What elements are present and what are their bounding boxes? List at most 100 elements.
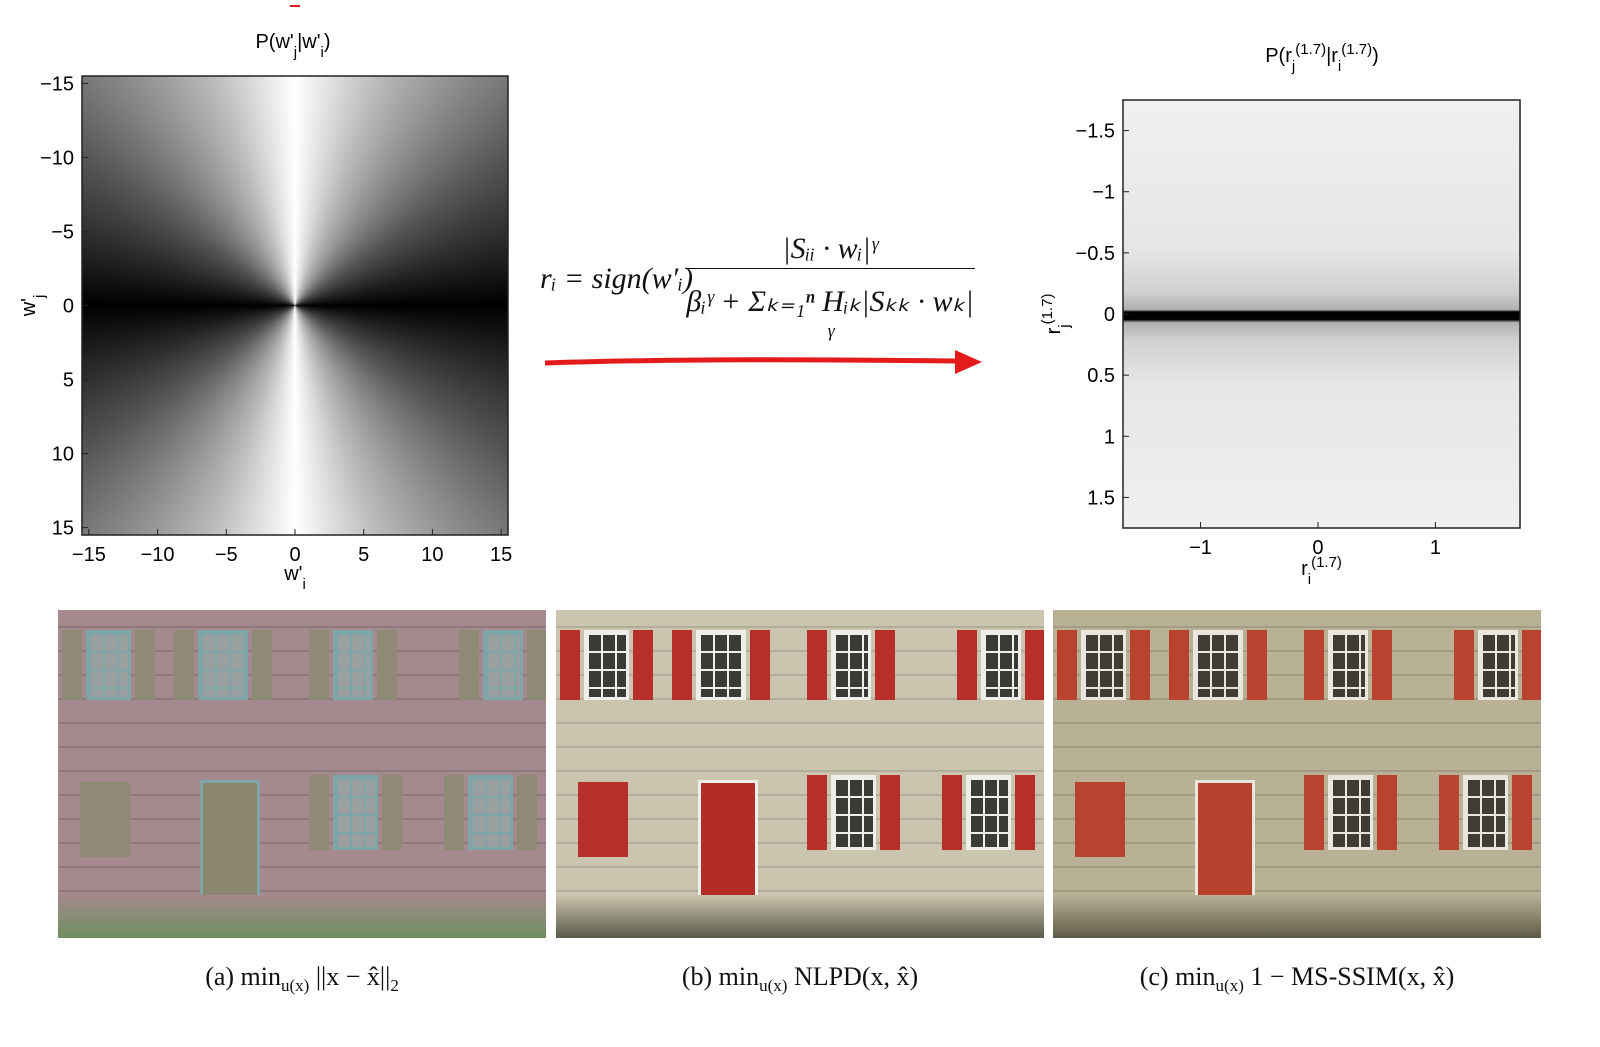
text-part: |w' [297, 31, 320, 53]
shutter [1247, 630, 1267, 700]
window [1081, 630, 1126, 700]
window [483, 630, 523, 700]
text-part: w' [283, 563, 302, 585]
caption-part: (a) min [205, 962, 281, 991]
ground [58, 895, 546, 938]
heatmap [82, 76, 508, 535]
text-part: (1.7) [1295, 41, 1326, 58]
shutter [807, 775, 827, 850]
x-axis-label: ri(1.7) [1301, 554, 1342, 588]
y-tick-label: 15 [52, 518, 74, 540]
y-tick-label: −5 [51, 221, 74, 243]
x-tick-label: 0 [1312, 537, 1323, 559]
x-tick-label: 10 [421, 544, 443, 566]
image [556, 610, 1044, 938]
shutter [880, 775, 900, 850]
image [1053, 610, 1541, 938]
x-tick-label: −15 [72, 544, 106, 566]
shutter [444, 775, 464, 850]
text-part: j [31, 295, 48, 299]
window [333, 630, 373, 700]
shutter [62, 630, 82, 700]
window [1463, 775, 1508, 850]
equation-numerator: |Sᵢᵢ · wᵢ|ᵞ [685, 232, 975, 269]
shutter [1454, 630, 1474, 700]
shutter [309, 775, 329, 850]
text-part: j [293, 44, 297, 61]
text-part: j [1056, 324, 1073, 328]
y-tick-label: −15 [40, 73, 74, 95]
window [966, 775, 1011, 850]
window [198, 630, 248, 700]
text-part: j [1291, 58, 1295, 75]
text-part: i [321, 44, 324, 61]
caption-part: 2 [390, 976, 399, 996]
arrow-head [955, 350, 982, 374]
x-tick-label: 0 [289, 544, 300, 566]
x-tick-label: 5 [358, 544, 369, 566]
shutter [1130, 630, 1150, 700]
shutter [382, 775, 402, 850]
y-axis-label: w'j [18, 295, 48, 318]
shutter [1372, 630, 1392, 700]
text-part: i [1308, 571, 1311, 588]
y-tick-label: −1 [1092, 182, 1115, 204]
window [831, 630, 871, 700]
door [698, 780, 758, 904]
text-part: P(r [1265, 45, 1292, 67]
caption-part: (c) min [1139, 962, 1216, 991]
heatmap [1123, 100, 1520, 528]
x-tick-label: −10 [141, 544, 175, 566]
caption: (b) minu(x) NLPD(x, x̂) [556, 962, 1044, 996]
x-tick-label: 15 [490, 544, 512, 566]
caption-part: u(x) [281, 976, 310, 996]
window [696, 630, 746, 700]
text-part: ) [324, 31, 331, 53]
shutter [1439, 775, 1459, 850]
y-tick-label: 1 [1104, 426, 1115, 448]
arrow [544, 357, 966, 366]
ground [556, 895, 1044, 938]
window [1193, 630, 1243, 700]
y-tick-label: 10 [52, 444, 74, 466]
door [200, 780, 260, 904]
plot-axes: −15 −10 −5 0 5 10 15−15−10−5051015P(w'j|w'i)w'… [18, 5, 1521, 593]
equation-denominator: βᵢᵞ + Σₖ₌₁ⁿ Hᵢₖ|Sₖₖ · wₖ|ᵞ [686, 285, 974, 352]
shutter [942, 775, 962, 850]
text-part: |r [1326, 45, 1338, 67]
caption-part: 1 − MS-SSIM(x, x̂) [1243, 962, 1455, 991]
plot-title: P(rj(1.7)|ri(1.7)) [1265, 41, 1379, 75]
shutter [1304, 630, 1324, 700]
shutter [377, 630, 397, 700]
y-tick-label: 1.5 [1087, 487, 1115, 509]
axes-box [81, 75, 509, 536]
text-part: r [1301, 558, 1308, 580]
text-part: (1.7) [1341, 41, 1372, 58]
y-tick-label: 0 [63, 296, 74, 318]
shutter [252, 630, 272, 700]
window [1478, 630, 1518, 700]
y-tick-label: 5 [63, 370, 74, 392]
window [86, 630, 131, 700]
window [1328, 775, 1373, 850]
y-tick-label: −0.5 [1076, 243, 1115, 265]
y-tick-label: 0 [1104, 304, 1115, 326]
window [468, 775, 513, 850]
text-part: (1.7) [1039, 294, 1056, 325]
y-tick-label: −10 [40, 147, 74, 169]
shutter [807, 630, 827, 700]
text-part: i [1338, 58, 1341, 75]
shutter [1057, 630, 1077, 700]
caption-part: ||x − x̂|| [309, 962, 391, 991]
shutter [459, 630, 479, 700]
x-tick-label: 1 [1430, 537, 1441, 559]
shutter [957, 630, 977, 700]
y-tick-label: 0.5 [1087, 365, 1115, 387]
shutter [1169, 630, 1189, 700]
axes-box [1122, 99, 1521, 529]
text-part: (1.7) [1311, 554, 1342, 571]
shutter [1512, 775, 1532, 850]
shutter [750, 630, 770, 700]
shutter [309, 630, 329, 700]
shutter [1015, 775, 1035, 850]
